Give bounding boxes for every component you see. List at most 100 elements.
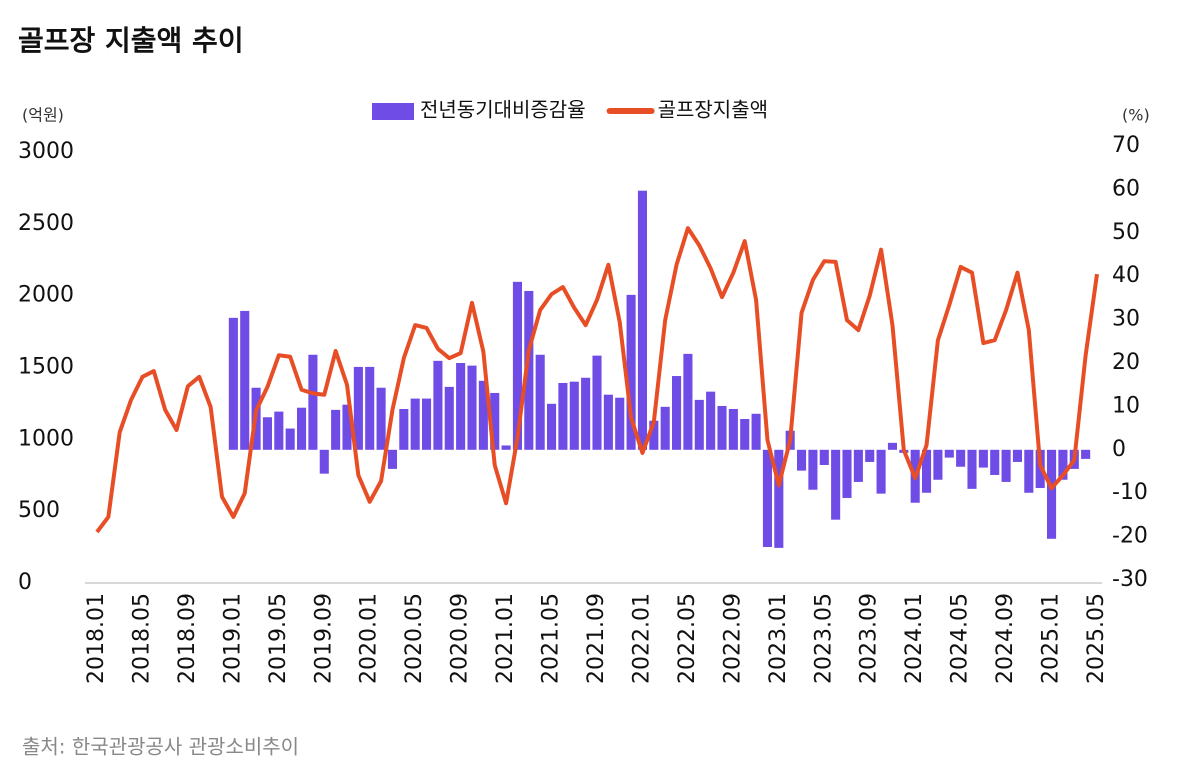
bar	[365, 366, 375, 450]
bar	[762, 449, 772, 548]
bar	[399, 409, 409, 450]
bar	[456, 363, 466, 450]
legend-label: 전년동기대비증감율	[420, 98, 586, 122]
bar	[240, 310, 250, 450]
legend-item: 전년동기대비증감율	[372, 98, 586, 122]
x-tick-label: 2024.09	[993, 593, 1018, 684]
y-tick-label: 1500	[18, 355, 74, 380]
bar	[410, 398, 420, 450]
bar	[490, 392, 500, 450]
bar	[717, 405, 727, 450]
bar	[876, 449, 886, 494]
bar	[660, 406, 670, 450]
bar	[615, 397, 625, 450]
bar	[774, 449, 784, 548]
legend-swatch	[372, 103, 414, 120]
x-tick-label: 2021.01	[493, 593, 518, 684]
line	[95, 226, 1099, 534]
bar	[569, 381, 579, 450]
y2-axis-label: (%)	[1122, 106, 1150, 125]
x-tick-label: 2019.05	[266, 593, 291, 684]
bar	[228, 317, 238, 450]
bar	[535, 354, 545, 450]
bar	[626, 294, 636, 450]
bar	[819, 449, 829, 465]
bar	[308, 354, 318, 450]
bar	[740, 418, 750, 450]
x-tick-label: 2018.09	[175, 593, 200, 684]
y-tick-label: 0	[18, 570, 32, 595]
bar	[512, 281, 522, 450]
x-tick-label: 2024.01	[902, 593, 927, 684]
bar	[1024, 449, 1034, 493]
bar	[956, 449, 966, 467]
bar	[353, 366, 363, 450]
bar	[728, 409, 738, 450]
bar	[1047, 449, 1057, 539]
bar	[387, 449, 397, 469]
y-tick-label: 2000	[18, 283, 74, 308]
bar	[933, 449, 943, 480]
y2-tick-label: 30	[1112, 307, 1140, 332]
x-tick-label: 2018.01	[84, 593, 109, 684]
bar	[603, 394, 613, 450]
bar	[944, 449, 954, 458]
y-axis-label: (억원)	[22, 106, 64, 125]
bar	[706, 391, 716, 450]
y-tick-label: 3000	[18, 139, 74, 164]
bar	[501, 445, 511, 450]
x-tick-label: 2022.05	[675, 593, 700, 684]
bar	[751, 413, 761, 450]
y-tick-label: 2500	[18, 211, 74, 236]
x-tick-label: 2020.09	[448, 593, 473, 684]
bar	[808, 449, 818, 490]
bar	[478, 380, 488, 450]
bar	[433, 360, 443, 450]
x-tick-label: 2023.05	[811, 593, 836, 684]
bar	[592, 355, 602, 450]
bar	[524, 290, 534, 450]
bar	[967, 449, 977, 489]
bar	[467, 365, 477, 450]
y-tick-label: 1000	[18, 426, 74, 451]
bar	[649, 420, 659, 450]
source: 출처: 한국관광공사 관광소비추이	[22, 735, 299, 759]
bar	[853, 449, 863, 482]
bar	[1081, 449, 1091, 459]
y2-tick-label: 20	[1112, 350, 1140, 375]
y2-tick-label: 10	[1112, 393, 1140, 418]
bar	[990, 449, 1000, 475]
bar	[797, 449, 807, 471]
x-tick-label: 2022.01	[629, 593, 654, 684]
bar	[865, 449, 875, 462]
bar	[1058, 449, 1068, 480]
y2-tick-label: 70	[1112, 133, 1140, 158]
bar	[694, 399, 704, 450]
bar	[422, 398, 432, 450]
x-tick-label: 2020.01	[357, 593, 382, 684]
bar	[331, 409, 341, 450]
x-tick-label: 2021.09	[584, 593, 609, 684]
bar	[637, 190, 647, 450]
y2-tick-label: 40	[1112, 263, 1140, 288]
bar	[274, 411, 284, 450]
bar	[1012, 449, 1022, 462]
bar	[978, 449, 988, 468]
x-tick-label: 2021.05	[539, 593, 564, 684]
y2-tick-label: 50	[1112, 220, 1140, 245]
y2-tick-label: 0	[1112, 437, 1126, 462]
y2-tick-label: -10	[1112, 480, 1148, 505]
bar	[376, 387, 386, 450]
bar	[887, 442, 897, 450]
bar	[558, 382, 568, 450]
bar	[547, 403, 557, 450]
bar	[319, 449, 329, 474]
bar	[581, 377, 591, 450]
chart-title: 골프장 지출액 추이	[18, 24, 244, 57]
bar	[842, 449, 852, 498]
bar	[922, 449, 932, 493]
y2-tick-label: -30	[1112, 567, 1148, 592]
y-tick-label: 500	[18, 498, 60, 523]
bar	[672, 376, 682, 450]
